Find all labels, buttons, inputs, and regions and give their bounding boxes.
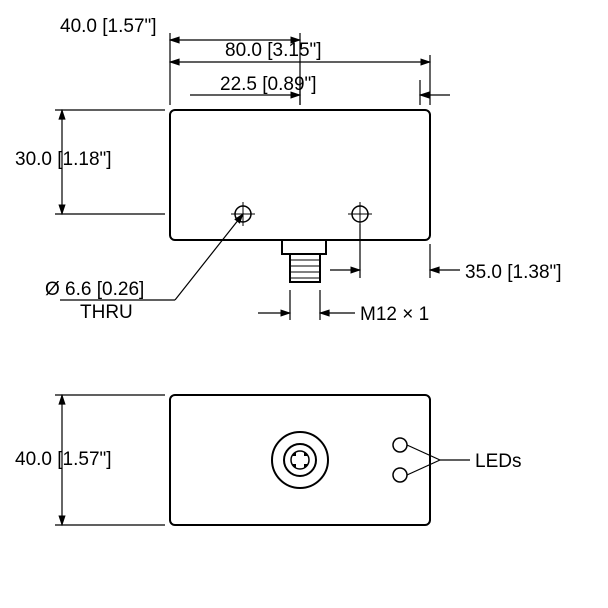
dim-22-5: 22.5 [0.89"] xyxy=(190,74,450,105)
engineering-drawing: 40.0 [1.57"] 80.0 [3.15"] 22.5 [0.89"] 3… xyxy=(0,0,608,608)
dim-35-label: 35.0 [1.38"] xyxy=(465,262,562,283)
dim-22-5-label: 22.5 [0.89"] xyxy=(220,74,317,95)
dim-35-right: 35.0 [1.38"] xyxy=(330,224,562,283)
leds-text: LEDs xyxy=(475,451,521,472)
dim-m12: M12 × 1 xyxy=(258,290,429,325)
leds-label: LEDs xyxy=(407,445,521,475)
dim-80-label: 80.0 [3.15"] xyxy=(225,40,322,61)
connector-flange xyxy=(282,240,326,254)
mounting-hole-right xyxy=(348,202,372,226)
dim-m12-label: M12 × 1 xyxy=(360,304,429,325)
dim-30-height: 30.0 [1.18"] xyxy=(15,110,165,214)
dim-hole-label2: THRU xyxy=(80,302,133,323)
thread-section xyxy=(290,254,320,282)
connector-view xyxy=(272,432,328,488)
front-view xyxy=(170,395,430,525)
dim-40-front: 40.0 [1.57"] xyxy=(15,395,165,525)
dim-hole-label: Ø 6.6 [0.26] xyxy=(45,279,144,300)
dim-40-top-label: 40.0 [1.57"] xyxy=(60,16,157,37)
dim-hole: Ø 6.6 [0.26] THRU xyxy=(45,214,243,323)
led-2 xyxy=(393,468,407,482)
top-body xyxy=(170,110,430,240)
led-1 xyxy=(393,438,407,452)
dim-40-front-label: 40.0 [1.57"] xyxy=(15,449,112,470)
dim-30-label: 30.0 [1.18"] xyxy=(15,149,112,170)
